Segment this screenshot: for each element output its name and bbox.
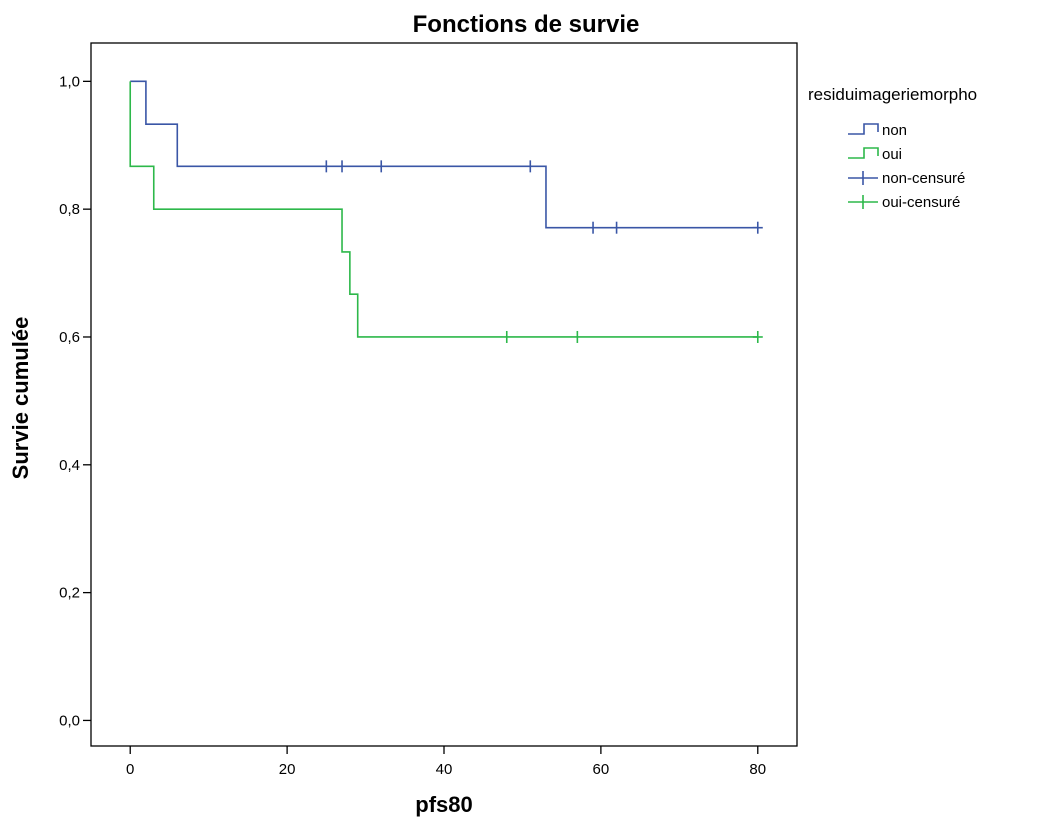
x-axis: 0 20 40 60 80 [126, 746, 766, 778]
x-tick-label: 60 [593, 761, 610, 778]
legend-label: oui [882, 146, 902, 163]
y-tick-label: 1,0 [59, 73, 80, 90]
legend-swatch-oui [848, 147, 879, 159]
legend-title: residuimageriemorpho [808, 85, 977, 104]
chart-title: Fonctions de survie [413, 11, 640, 38]
legend: residuimageriemorpho non oui non-censuré ou… [808, 85, 977, 211]
y-tick-label: 0,4 [59, 457, 80, 474]
x-tick-label: 40 [436, 761, 453, 778]
y-tick-label: 0,0 [59, 712, 80, 729]
series-line-non [130, 80, 758, 229]
y-axis: 0,0 0,2 0,4 0,6 0,8 1,0 [59, 73, 91, 729]
legend-label: non [882, 122, 907, 139]
legend-label: non-censuré [882, 170, 965, 187]
series-line-oui [129, 81, 758, 338]
x-tick-label: 20 [279, 761, 296, 778]
x-tick-label: 80 [749, 761, 766, 778]
plot-frame [90, 42, 798, 747]
y-tick-label: 0,8 [59, 201, 80, 218]
y-axis-label: Survie cumulée [8, 317, 33, 480]
legend-swatch-non [848, 123, 879, 135]
x-tick-label: 0 [126, 761, 134, 778]
series-layer [129, 80, 763, 343]
legend-label: oui-censuré [882, 194, 960, 211]
y-tick-label: 0,2 [59, 585, 80, 602]
x-axis-label: pfs80 [415, 792, 472, 817]
legend-entries: non oui non-censuré oui-censuré [848, 122, 965, 211]
y-tick-label: 0,6 [59, 329, 80, 346]
